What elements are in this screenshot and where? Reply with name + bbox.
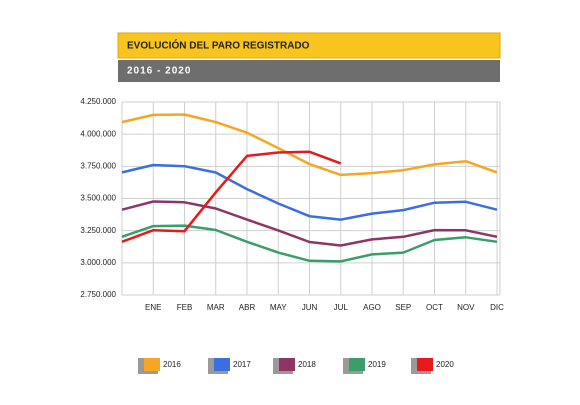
x-tick-label: DIC [490,303,504,312]
series-line [121,163,498,221]
series-line [121,224,498,263]
x-tick-label: FEB [177,303,193,312]
legend-swatch [349,358,365,371]
x-tick-label: OCT [426,303,443,312]
x-tick-label: ENE [145,303,161,312]
y-tick-label: 3.750.000 [80,161,116,170]
legend-swatch [214,358,230,371]
x-tick-label: MAR [207,303,225,312]
legend-swatch [279,358,295,371]
series-line [121,113,498,177]
x-tick-label: AGO [363,303,381,312]
x-tick-label: NOV [457,303,475,312]
subtitle-banner [118,60,500,82]
x-tick-label: MAY [270,303,287,312]
chart-title: EVOLUCIÓN DEL PARO REGISTRADO [127,39,310,52]
legend-swatch [144,358,160,371]
series-line [121,200,498,247]
legend-label: 2019 [368,360,386,369]
x-tick-label: ABR [239,303,256,312]
series-line [121,150,342,243]
y-tick-label: 4.250.000 [80,97,116,106]
y-tick-label: 3.250.000 [80,226,116,235]
legend-label: 2016 [163,360,181,369]
legend-label: 2017 [233,360,251,369]
legend-swatch [417,358,433,371]
title-banner [118,33,500,58]
x-tick-label: JUN [302,303,318,312]
chart-subtitle: 2016 - 2020 [127,66,191,77]
y-tick-label: 4.000.000 [80,129,116,138]
y-tick-label: 3.000.000 [80,258,116,267]
legend-label: 2020 [436,360,454,369]
y-tick-label: 3.500.000 [80,194,116,203]
y-tick-label: 2.750.000 [80,290,116,299]
x-tick-label: SEP [395,303,411,312]
legend-label: 2018 [298,360,316,369]
title-banner-border [117,32,501,59]
x-tick-label: JUL [334,303,349,312]
